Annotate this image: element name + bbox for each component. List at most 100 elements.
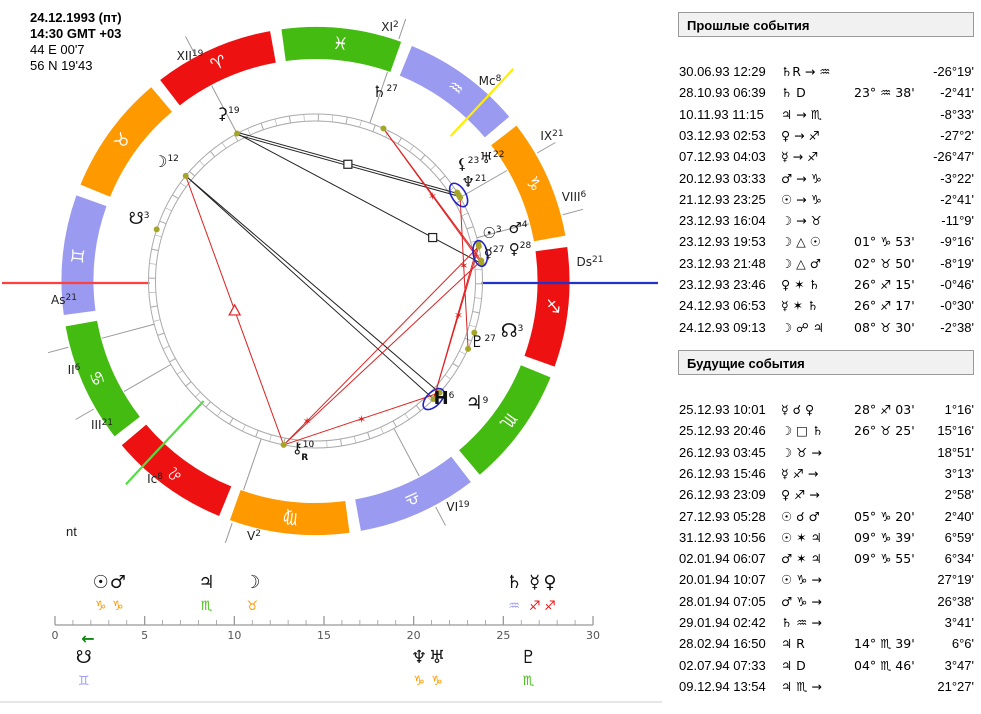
aspect-line [433,243,479,400]
event-row[interactable]: 23.12.93 23:46 ♀ ✶ ♄ 26° ♐ 15' -0°46' [678,275,976,295]
planet-lilith[interactable]: ⚸23 [457,155,479,173]
event-orb: -27°2' [940,127,974,143]
event-row[interactable]: 23.12.93 21:48 ☽ △ ♂ 02° ♉ 50' -8°19' [678,254,976,274]
zodiac-segment-leo [121,424,232,517]
event-row[interactable]: 28.01.94 07:05 ♂ ♑ → 26°38' [678,592,976,612]
event-datetime: 07.12.93 04:03 [679,149,766,165]
timeline-planet-mars[interactable]: ♂ [110,572,126,593]
timeline-planet-venus[interactable]: ♀ [543,572,556,593]
degree-tick [430,164,436,171]
planet-neptune[interactable]: ♆21 [462,173,487,191]
event-row[interactable]: 24.12.93 09:13 ☽ ☍ ♃ 08° ♉ 30' -2°38' [678,318,976,338]
timeline-planet-jupiter[interactable]: ♃ [198,572,214,593]
planet-mars[interactable]: ♂4 [508,219,527,237]
planet-proserpina[interactable]: H6 [434,388,455,409]
event-row[interactable]: 26.12.93 15:46 ☿ ♐ → 3°13' [678,464,976,484]
event-row[interactable]: 20.01.94 10:07 ☉ ♑ → 27°19' [678,570,976,590]
event-datetime: 24.12.93 09:13 [679,319,766,335]
event-position: 02° ♉ 50' [854,255,915,271]
timeline-planet-saturn[interactable]: ♄ [506,572,522,593]
timeline-tick-label: 25 [496,629,510,642]
planet-saturn[interactable]: ♄27 [372,82,398,101]
event-position: 04° ♏ 46' [854,657,915,673]
event-orb: -9°16' [940,234,974,250]
venus-sign-icon: ♐ [544,599,556,614]
event-row[interactable]: 02.07.94 07:33 ♃ D 04° ♏ 46' 3°47' [678,656,976,676]
event-row[interactable]: 03.12.93 02:53 ♀ → ♐ -27°2' [678,126,976,146]
event-row[interactable]: 29.01.94 02:42 ♄ ♒ → 3°41' [678,613,976,633]
event-row[interactable]: 25.12.93 20:46 ☽ □ ♄ 26° ♉ 25' 15°16' [678,421,976,441]
event-orb: 6°34' [944,551,974,567]
event-orb: -3°22' [940,170,974,186]
event-row[interactable]: 28.10.93 06:39 ♄ D 23° ♒ 38' -2°41' [678,83,976,103]
chart-datetime-block: 24.12.1993 (пт) 14:30 GMT +03 44 E 00'7 … [30,10,122,74]
event-row[interactable]: 09.12.94 13:54 ♃ ♏ → 21°27' [678,677,976,697]
timeline-planet-moon[interactable]: ☽ [244,572,260,593]
degree-tick [372,124,376,132]
event-symbols: ☉ ♑ → [781,572,822,588]
event-orb: 27°19' [937,572,974,588]
planet-selena[interactable]: ⚳19 [216,104,239,123]
sextile-aspect-icon: ✶ [428,190,437,203]
event-datetime: 20.01.94 10:07 [679,572,766,588]
event-datetime: 02.07.94 07:33 [679,657,766,673]
degree-tick [169,358,176,363]
planet-dots [153,125,485,448]
event-row[interactable]: 23.12.93 16:04 ☽ → ♉ -11°9' [678,211,976,231]
event-row[interactable]: 26.12.93 03:45 ☽ ♉ → 18°51' [678,443,976,463]
planet-pluto[interactable]: ♇27 [470,332,496,351]
zodiac-segment-libra [355,456,471,531]
event-symbols: ☽ → ♉ [781,213,822,229]
house-label-ix: IX21 [540,129,563,143]
event-row[interactable]: 21.12.93 23:25 ☉ → ♑ -2°41' [678,190,976,210]
planet-venus[interactable]: ♀28 [509,240,532,258]
saturn-sign-icon: ♒ [508,599,520,614]
event-orb: -0°46' [940,277,974,292]
timeline-tick-label: 5 [141,629,148,642]
planet-mercury[interactable]: ☿27 [484,244,505,262]
trine-aspect-icon [228,303,242,316]
event-row[interactable]: 27.12.93 05:28 ☉ ☌ ♂ 05° ♑ 20' 2°40' [678,507,976,527]
event-row[interactable]: 23.12.93 19:53 ☽ △ ☉ 01° ♑ 53' -9°16' [678,232,976,252]
house-cusp-line [224,522,233,544]
event-orb: 2°58' [944,487,974,503]
timeline-planet-sun[interactable]: ☉ [93,572,109,593]
degree-tick [221,142,227,149]
event-row[interactable]: 28.02.94 16:50 ♃ R 14° ♏ 39' 6°6' [678,634,976,654]
event-row[interactable]: 10.11.93 11:15 ♃ → ♏ -8°33' [678,105,976,125]
inner-circle-inner [155,120,476,442]
house-cusp-line [123,364,172,392]
planet-jupiter[interactable]: ♃9 [466,392,489,414]
degree-tick [466,226,474,230]
event-row[interactable]: 07.12.93 04:03 ☿ → ♐ -26°47' [678,147,976,167]
timeline-planet-south-node[interactable]: ☋ [76,647,92,668]
event-datetime: 02.01.94 06:07 [679,551,766,567]
event-symbols: ☉ → ♑ [781,191,822,207]
planet-chiron[interactable]: ⚷10 R [292,439,315,463]
planet-north-node[interactable]: ☊3 [501,320,524,342]
event-position: 05° ♑ 20' [854,508,915,524]
timeline-planet-uranus[interactable]: ♅ [429,647,445,668]
timeline-planet-pluto[interactable]: ♇ [520,647,536,668]
event-row[interactable]: 24.12.93 06:53 ☿ ✶ ♄ 26° ♐ 17' -0°30' [678,296,976,316]
planet-south-node[interactable]: ☋3 [129,209,150,229]
planet-uranus[interactable]: ♅22 [480,149,505,167]
event-symbols: ☽ ♉ → [781,444,822,460]
timeline-planet-neptune[interactable]: ♆ [411,647,427,668]
event-row[interactable]: 02.01.94 06:07 ♂ ✶ ♃ 09° ♑ 55' 6°34' [678,549,976,569]
sun-sign-icon: ♑ [95,599,107,614]
event-orb: 26°38' [937,593,974,609]
event-row[interactable]: 20.12.93 03:33 ♂ → ♑ -3°22' [678,169,976,189]
event-row[interactable]: 31.12.93 10:56 ☉ ✶ ♃ 09° ♑ 39' 6°59' [678,528,976,548]
degree-tick [474,297,482,299]
degree-tick [150,305,158,308]
event-orb: 15°16' [937,423,974,439]
planet-moon[interactable]: ☽12 [153,152,179,171]
event-row[interactable]: 25.12.93 10:01 ☿ ☌ ♀ 28° ♐ 03' 1°16' [678,400,976,420]
event-row[interactable]: 26.12.93 23:09 ♀ ♐ → 2°58' [678,485,976,505]
event-datetime: 26.12.93 23:09 [679,487,766,503]
planet-sun[interactable]: ☉3 [482,224,501,242]
event-row[interactable]: 30.06.93 12:29 ♄R → ♒ -26°19' [678,62,976,82]
timeline-planet-mercury[interactable]: ☿ [529,572,540,593]
aspect-line [185,175,434,400]
